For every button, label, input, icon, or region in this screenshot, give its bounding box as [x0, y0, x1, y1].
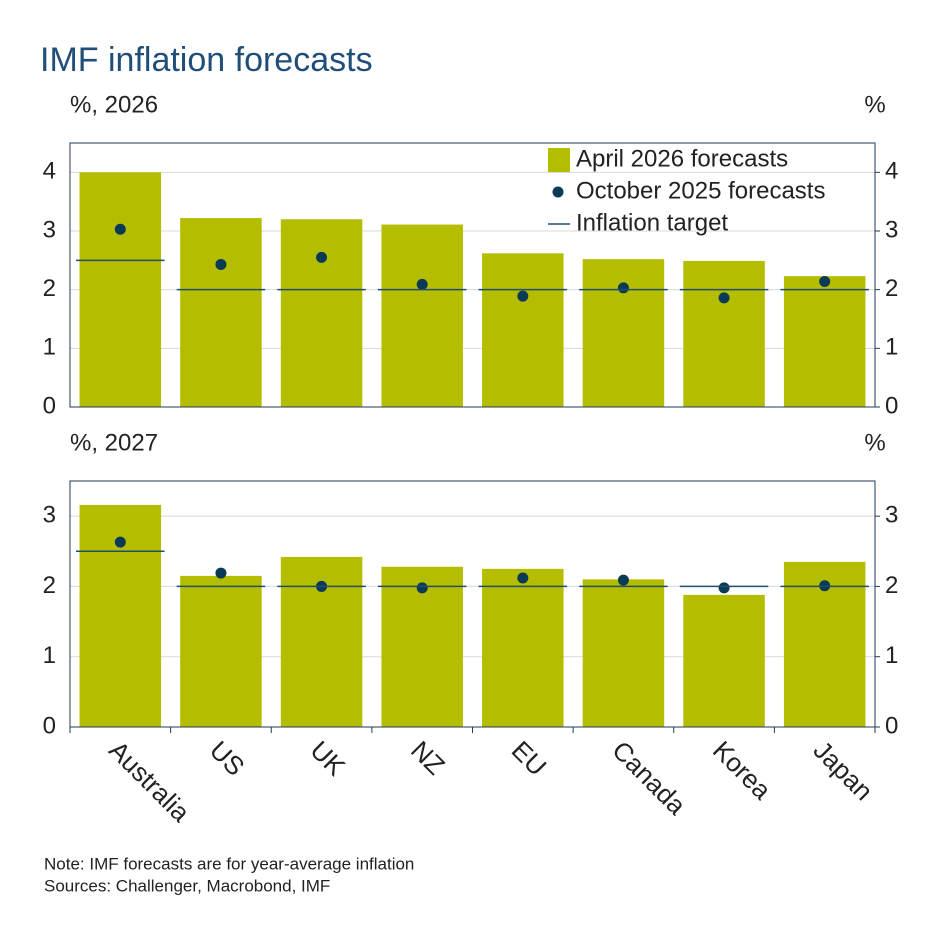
dot	[416, 278, 428, 290]
y-tick-label: 0	[43, 712, 56, 739]
y-tick-label: 1	[43, 642, 56, 669]
bar	[683, 594, 765, 727]
y2-axis-label: %	[864, 429, 885, 456]
x-tick-label: NZ	[405, 735, 451, 781]
y2-tick-label: 4	[885, 158, 898, 185]
dot	[114, 536, 126, 548]
y-tick-label: 4	[43, 158, 56, 185]
y-axis-label: %, 2027	[70, 429, 158, 456]
plot-frame	[69, 142, 876, 408]
legend-swatch	[548, 148, 570, 172]
x-tick-label: Japan	[808, 735, 879, 806]
bar	[280, 219, 363, 407]
y-tick-label: 1	[43, 334, 56, 361]
x-tick-label: US	[204, 735, 251, 782]
y2-tick-label: 1	[885, 642, 898, 669]
dot	[819, 275, 831, 287]
bar	[482, 253, 564, 407]
dot	[617, 282, 629, 294]
y2-tick-label: 3	[885, 216, 898, 243]
bar	[783, 276, 866, 407]
bar	[180, 218, 262, 407]
note: Sources: Challenger, Macrobond, IMF	[44, 876, 330, 895]
y-axis-label: %, 2026	[70, 91, 158, 118]
y2-axis-label: %	[864, 91, 885, 118]
y-tick-label: 0	[43, 392, 56, 419]
bar	[381, 224, 463, 407]
y2-tick-label: 2	[885, 275, 898, 302]
bar	[180, 575, 262, 727]
dot	[718, 292, 730, 304]
y2-tick-label: 0	[885, 392, 898, 419]
y-tick-label: 3	[43, 501, 56, 528]
bar	[79, 172, 162, 407]
y-tick-label: 3	[43, 216, 56, 243]
dot	[416, 582, 428, 594]
x-tick-label: UK	[304, 735, 351, 782]
chart-title: IMF inflation forecasts	[40, 41, 373, 79]
bar	[582, 259, 665, 407]
bar	[482, 568, 564, 727]
legend-label: Inflation target	[576, 209, 728, 236]
note: Note: IMF forecasts are for year-average…	[44, 854, 414, 873]
y2-tick-label: 2	[885, 572, 898, 599]
bar	[381, 566, 463, 727]
dot	[617, 574, 629, 586]
x-tick-label: Australia	[103, 735, 196, 828]
bar	[683, 260, 765, 407]
x-tick-label: EU	[506, 735, 553, 782]
legend-label: October 2025 forecasts	[576, 177, 825, 204]
dot	[215, 258, 227, 270]
x-tick-label: Korea	[707, 735, 778, 806]
dot	[114, 223, 126, 235]
bar	[582, 579, 665, 727]
dot	[517, 290, 529, 302]
dot	[316, 251, 328, 263]
dot	[215, 567, 227, 579]
y-tick-label: 2	[43, 275, 56, 302]
y-tick-label: 2	[43, 572, 56, 599]
x-tick-label: Canada	[606, 735, 692, 821]
legend-swatch	[552, 186, 564, 198]
y2-tick-label: 3	[885, 501, 898, 528]
y2-tick-label: 1	[885, 334, 898, 361]
dot	[718, 582, 730, 594]
y2-tick-label: 0	[885, 712, 898, 739]
legend-label: April 2026 forecasts	[576, 145, 788, 172]
dot	[517, 572, 529, 584]
